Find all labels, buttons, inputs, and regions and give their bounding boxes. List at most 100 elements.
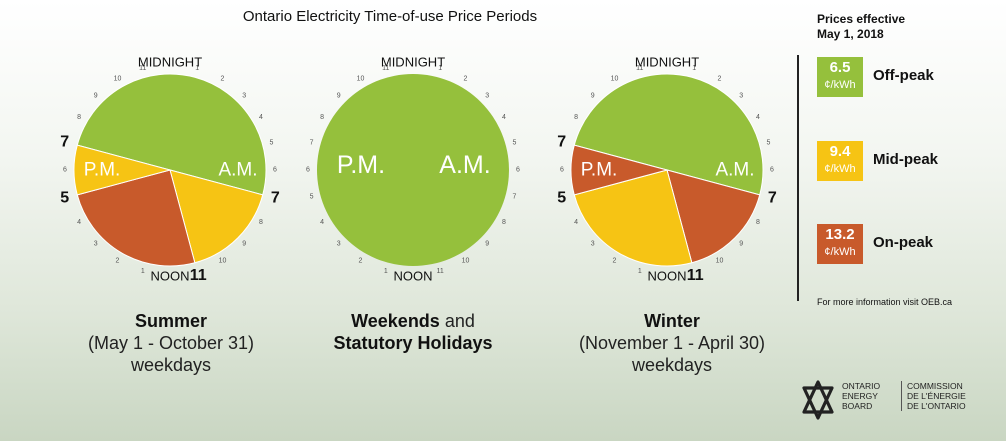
logo-en-line3: BOARD — [842, 401, 873, 411]
weekends-hour-11: 11 — [437, 268, 444, 275]
summer-edge-label-19: 7 — [60, 133, 69, 150]
winter-caption: Winter (November 1 - April 30) weekdays — [552, 310, 792, 376]
winter-hour-1: 1 — [692, 65, 696, 72]
summer-hour-8: 8 — [259, 219, 263, 226]
winter-segment-mid_peak-2 — [573, 169, 693, 267]
more-info-text: For more information visit OEB.ca — [817, 297, 953, 307]
on-peak-price: 13.2 — [825, 226, 855, 243]
winter-hour-3: 3 — [739, 92, 743, 99]
weekends-hour-19: 7 — [310, 139, 314, 146]
off-peak-swatch: 6.5 ¢/kWh — [817, 57, 863, 97]
winter-hour-18: 6 — [560, 167, 564, 174]
winter-segment-off_peak-0 — [573, 73, 764, 196]
logo-fr-line3: DE L'ONTARIO — [907, 401, 966, 411]
summer-caption-days: weekdays — [130, 355, 212, 375]
logo-text-en: ONTARIO ENERGY BOARD — [842, 381, 880, 411]
summer-edge-label-7: 7 — [271, 190, 280, 207]
weekends-hour-16: 4 — [320, 219, 324, 226]
winter-segment-on_peak-3 — [570, 144, 669, 196]
winter-edge-label-19: 7 — [557, 133, 566, 150]
winter-hour-2: 2 — [718, 76, 722, 83]
summer-pm-label: P.M. — [84, 160, 121, 181]
winter-caption-days: weekdays — [631, 355, 713, 375]
weekends-hour-23: 11 — [382, 65, 389, 72]
off-peak-label: Off-peak — [873, 67, 934, 84]
summer-edge-label-11: 11 — [190, 267, 207, 284]
weekends-hour-22: 10 — [357, 76, 365, 83]
summer-edge-label-17: 5 — [60, 190, 69, 207]
summer-hour-18: 6 — [63, 167, 67, 174]
weekends-hour-13: 1 — [384, 268, 388, 275]
winter-midnight-label: MIDNIGHT — [635, 55, 699, 70]
off-peak-price: 6.5 — [829, 59, 851, 76]
weekends-hour-9: 9 — [485, 241, 489, 248]
summer-hour-13: 1 — [141, 268, 145, 275]
winter-hour-14: 2 — [613, 257, 617, 264]
winter-hour-8: 8 — [756, 219, 760, 226]
summer-caption-title: Summer — [134, 311, 208, 331]
summer-noon-label: NOON — [151, 269, 190, 284]
summer-am-label: A.M. — [218, 160, 257, 181]
summer-hour-20: 8 — [77, 114, 81, 121]
winter-hour-15: 3 — [591, 241, 595, 248]
weekends-caption: Weekends and Statutory Holidays — [293, 310, 533, 354]
logo-text-fr: COMMISSION DE L'ÉNERGIE DE L'ONTARIO — [901, 381, 966, 411]
weekends-hour-2: 2 — [464, 76, 468, 83]
winter-edge-label-11: 11 — [687, 267, 704, 284]
legend-header: Prices effective May 1, 2018 — [817, 12, 905, 42]
weekends-hour-6: 6 — [516, 167, 520, 174]
winter-segment-on_peak-1 — [666, 169, 761, 264]
winter-hour-5: 5 — [766, 139, 770, 146]
winter-hour-4: 4 — [756, 114, 760, 121]
summer-hour-22: 10 — [114, 76, 122, 83]
summer-hour-5: 5 — [269, 139, 273, 146]
summer-hour-21: 9 — [94, 92, 98, 99]
weekends-caption-and: and — [439, 311, 475, 331]
weekends-caption-title: Weekends — [351, 311, 440, 331]
weekends-hour-20: 8 — [320, 114, 324, 121]
legend-divider — [797, 55, 799, 301]
weekends-hour-5: 5 — [512, 139, 516, 146]
summer-hour-3: 3 — [242, 92, 246, 99]
weekends-hour-3: 3 — [485, 92, 489, 99]
weekends-hour-4: 4 — [502, 114, 506, 121]
winter-hour-6: 6 — [770, 167, 774, 174]
oeb-logo: ONTARIO ENERGY BOARD COMMISSION DE L'ÉNE… — [798, 378, 998, 422]
winter-hour-23: 11 — [636, 65, 643, 72]
summer-hour-23: 11 — [139, 65, 146, 72]
summer-segment-mid_peak-3 — [73, 144, 172, 196]
winter-hour-16: 4 — [574, 219, 578, 226]
mid-peak-swatch: 9.4 ¢/kWh — [817, 141, 863, 181]
weekends-hour-15: 3 — [337, 241, 341, 248]
summer-hour-4: 4 — [259, 114, 263, 121]
logo-en-line1: ONTARIO — [842, 381, 881, 391]
winter-caption-title: Winter — [644, 311, 700, 331]
weekends-pm-label: P.M. — [337, 151, 385, 179]
summer-midnight-label: MIDNIGHT — [138, 55, 202, 70]
weekends-noon-label: NOON — [394, 269, 433, 284]
winter-hour-21: 9 — [591, 92, 595, 99]
summer-segment-mid_peak-1 — [169, 169, 264, 264]
winter-noon-label: NOON — [648, 269, 687, 284]
weekends-caption-holidays: Statutory Holidays — [333, 333, 493, 353]
weekends-hour-18: 6 — [306, 167, 310, 174]
off-peak-unit: ¢/kWh — [824, 79, 856, 91]
page-title: Ontario Electricity Time-of-use Price Pe… — [242, 8, 538, 25]
weekends-hour-10: 10 — [462, 257, 470, 264]
winter-edge-label-7: 7 — [768, 190, 777, 207]
summer-hour-9: 9 — [242, 241, 246, 248]
weekends-hour-8: 8 — [502, 219, 506, 226]
summer-hour-16: 4 — [77, 219, 81, 226]
on-peak-unit: ¢/kWh — [824, 246, 856, 258]
on-peak-swatch: 13.2 ¢/kWh — [817, 224, 863, 264]
winter-hour-22: 10 — [611, 76, 619, 83]
winter-am-label: A.M. — [715, 160, 754, 181]
winter-pm-label: P.M. — [581, 160, 618, 181]
summer-hour-10: 10 — [219, 257, 227, 264]
summer-segment-on_peak-2 — [76, 169, 196, 267]
mid-peak-unit: ¢/kWh — [824, 163, 856, 175]
weekends-hour-17: 5 — [310, 194, 314, 201]
summer-hour-6: 6 — [273, 167, 277, 174]
winter-hour-13: 1 — [638, 268, 642, 275]
winter-hour-9: 9 — [739, 241, 743, 248]
